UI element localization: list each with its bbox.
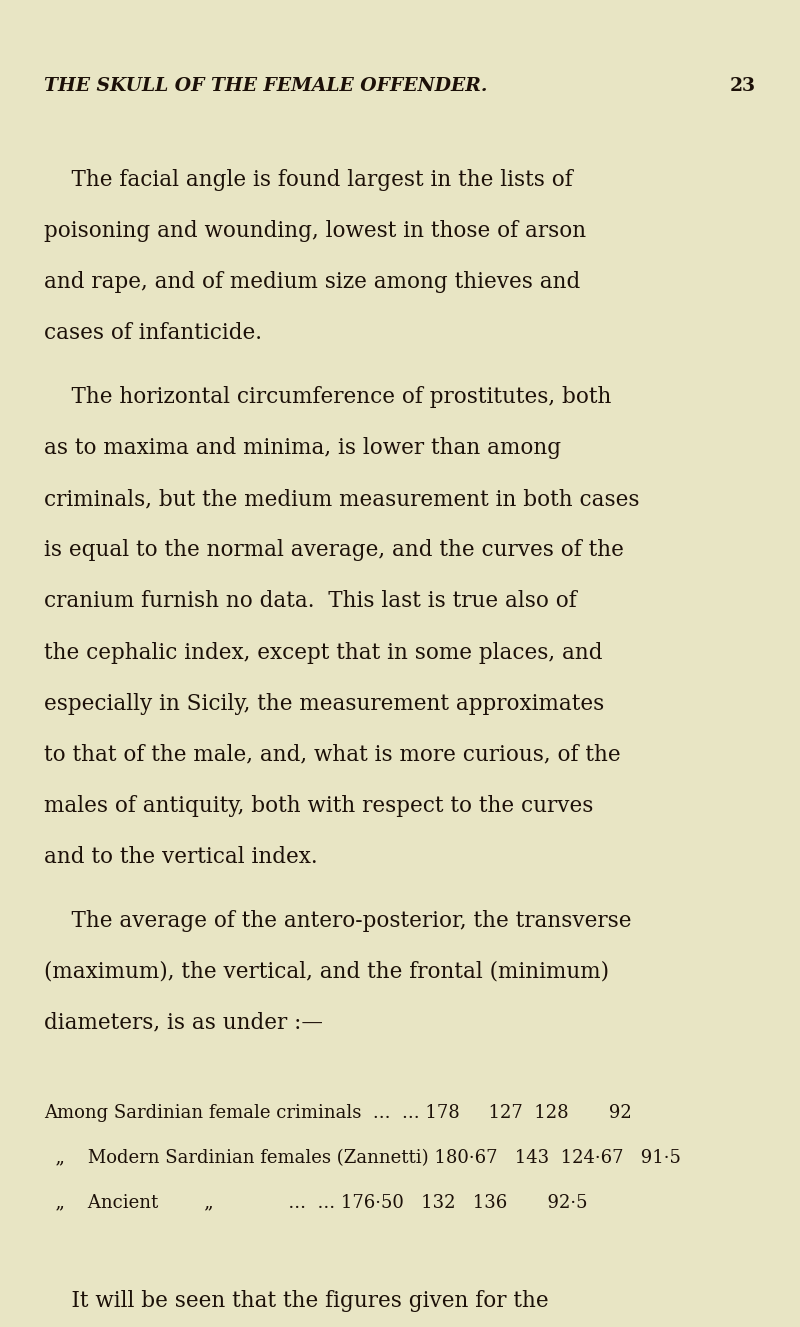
- Text: criminals, but the medium measurement in both cases: criminals, but the medium measurement in…: [44, 488, 639, 511]
- Text: poisoning and wounding, lowest in those of arson: poisoning and wounding, lowest in those …: [44, 220, 586, 242]
- Text: cranium furnish no data.  This last is true also of: cranium furnish no data. This last is tr…: [44, 591, 577, 613]
- Text: „    Modern Sardinian females (Zannetti) 180·67   143  124·67   91·5: „ Modern Sardinian females (Zannetti) 18…: [44, 1149, 681, 1166]
- Text: and to the vertical index.: and to the vertical index.: [44, 845, 318, 868]
- Text: Among Sardinian female criminals  ...  ... 178     127  128       92: Among Sardinian female criminals ... ...…: [44, 1104, 632, 1121]
- Text: the cephalic index, except that in some places, and: the cephalic index, except that in some …: [44, 641, 602, 664]
- Text: THE SKULL OF THE FEMALE OFFENDER.: THE SKULL OF THE FEMALE OFFENDER.: [44, 77, 487, 96]
- Text: as to maxima and minima, is lower than among: as to maxima and minima, is lower than a…: [44, 437, 561, 459]
- Text: The average of the antero-posterior, the transverse: The average of the antero-posterior, the…: [44, 910, 631, 932]
- Text: and rape, and of medium size among thieves and: and rape, and of medium size among thiev…: [44, 271, 580, 293]
- Text: It will be seen that the figures given for the: It will be seen that the figures given f…: [44, 1290, 549, 1312]
- Text: especially in Sicily, the measurement approximates: especially in Sicily, the measurement ap…: [44, 693, 604, 715]
- Text: males of antiquity, both with respect to the curves: males of antiquity, both with respect to…: [44, 795, 594, 817]
- Text: 23: 23: [730, 77, 756, 96]
- Text: The horizontal circumference of prostitutes, both: The horizontal circumference of prostitu…: [44, 386, 611, 409]
- Text: (maximum), the vertical, and the frontal (minimum): (maximum), the vertical, and the frontal…: [44, 961, 609, 983]
- Text: is equal to the normal average, and the curves of the: is equal to the normal average, and the …: [44, 539, 624, 561]
- Text: cases of infanticide.: cases of infanticide.: [44, 322, 262, 344]
- Text: „    Ancient        „             ...  ... 176·50   132   136       92·5: „ Ancient „ ... ... 176·50 132 136 92·5: [44, 1194, 587, 1212]
- Text: diameters, is as under :—: diameters, is as under :—: [44, 1013, 323, 1034]
- Text: The facial angle is found largest in the lists of: The facial angle is found largest in the…: [44, 169, 573, 191]
- Text: to that of the male, and, what is more curious, of the: to that of the male, and, what is more c…: [44, 743, 621, 766]
